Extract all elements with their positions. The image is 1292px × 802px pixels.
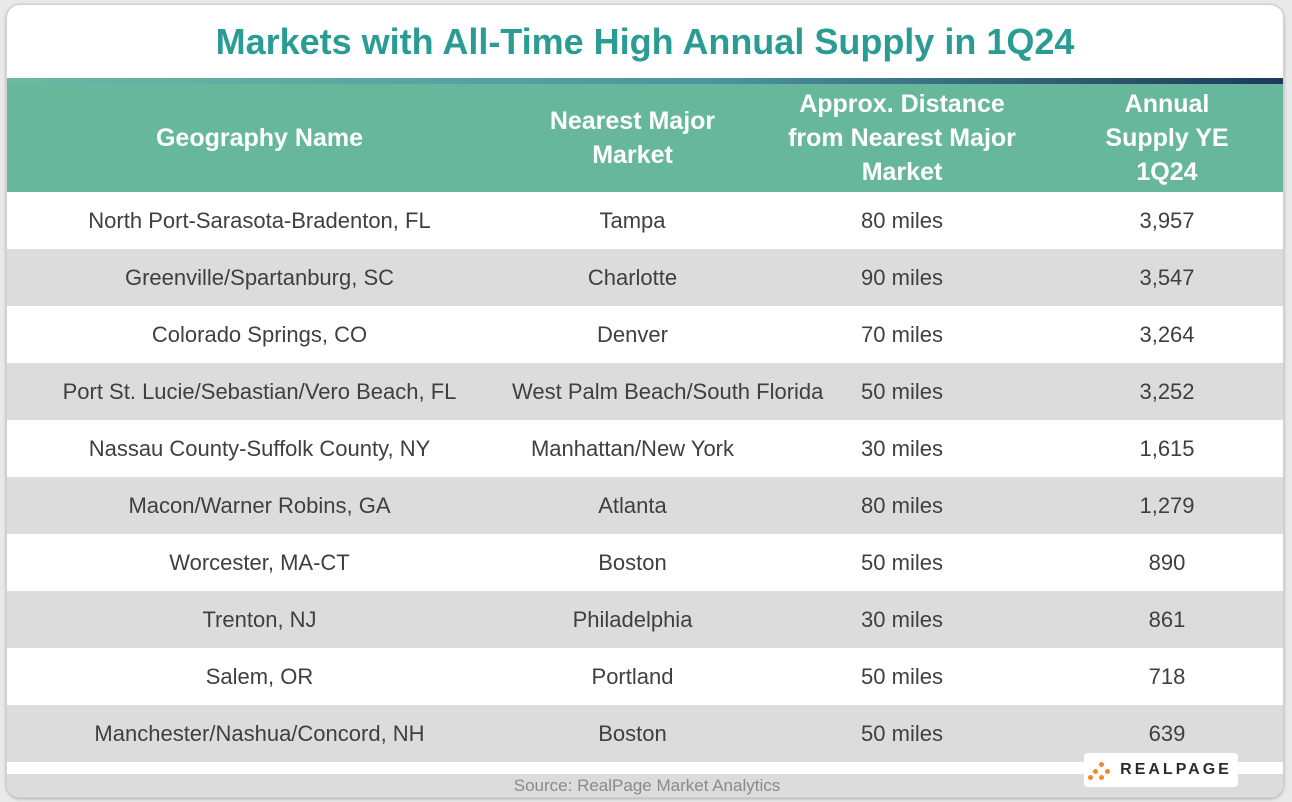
cell-supply: 3,264 [1139, 321, 1195, 347]
cell-geography: Macon/Warner Robins, GA [128, 492, 391, 518]
cell-geography: North Port-Sarasota-Bradenton, FL [88, 207, 431, 233]
cell-geography: Nassau County-Suffolk County, NY [88, 435, 431, 461]
column-header-geography: Geography Name [155, 124, 363, 152]
cell-market: Denver [597, 321, 668, 347]
table-title: Markets with All-Time High Annual Supply… [215, 21, 1075, 62]
cell-distance: 80 miles [861, 207, 943, 233]
cell-supply: 890 [1148, 549, 1186, 575]
cell-market: Tampa [599, 207, 666, 233]
cell-distance: 50 miles [861, 549, 943, 575]
cell-supply: 1,615 [1139, 435, 1195, 461]
cell-market: Charlotte [587, 264, 678, 290]
cell-market: West Palm Beach/South Florida [512, 378, 824, 404]
cell-market: Boston [598, 720, 667, 746]
cell-distance: 70 miles [861, 321, 943, 347]
cell-geography: Trenton, NJ [202, 606, 317, 632]
cell-geography: Worcester, MA-CT [169, 549, 350, 575]
cell-supply: 1,279 [1139, 492, 1195, 518]
table-header: Geography Name Nearest Major Market Appr… [7, 84, 1283, 192]
table-row: Trenton, NJ Philadelphia 30 miles 861 [7, 591, 1283, 648]
table-row: Worcester, MA-CT Boston 50 miles 890 [7, 534, 1283, 591]
table-row: Port St. Lucie/Sebastian/Vero Beach, FL … [7, 363, 1283, 420]
cell-geography: Colorado Springs, CO [151, 321, 368, 347]
cell-supply: 861 [1148, 606, 1186, 632]
cell-distance: 90 miles [861, 264, 943, 290]
column-header-supply: Annual Supply YE 1Q24 [1105, 90, 1229, 186]
logo-text: REALPAGE [1120, 761, 1232, 778]
cell-geography: Manchester/Nashua/Concord, NH [94, 720, 425, 746]
source-note: Source: RealPage Market Analytics [513, 775, 781, 795]
footer-band [7, 774, 1283, 797]
cell-geography: Greenville/Spartanburg, SC [124, 264, 395, 290]
cell-supply: 639 [1148, 720, 1186, 746]
cell-distance: 80 miles [861, 492, 943, 518]
realpage-logo: REALPAGE [1084, 753, 1238, 787]
cell-supply: 3,252 [1139, 378, 1195, 404]
cell-supply: 3,547 [1139, 264, 1195, 290]
column-header-market: Nearest Major Market [549, 107, 716, 169]
cell-market: Manhattan/New York [530, 435, 735, 461]
cell-market: Philadelphia [572, 606, 693, 632]
cell-distance: 50 miles [861, 378, 943, 404]
table-row: Greenville/Spartanburg, SC Charlotte 90 … [7, 249, 1283, 306]
cell-distance: 30 miles [861, 435, 943, 461]
table-row: Salem, OR Portland 50 miles 718 [7, 648, 1283, 705]
cell-distance: 30 miles [861, 606, 943, 632]
cell-supply: 718 [1148, 663, 1186, 689]
cell-market: Atlanta [598, 492, 667, 518]
cell-geography: Salem, OR [205, 663, 314, 689]
cell-market: Boston [598, 549, 667, 575]
title-divider [7, 78, 1283, 84]
column-header-distance: Approx. Distance from Nearest Major Mark… [788, 90, 1016, 186]
cell-supply: 3,957 [1139, 207, 1195, 233]
realpage-dots-icon [1088, 761, 1114, 780]
cell-distance: 50 miles [861, 663, 943, 689]
cell-distance: 50 miles [861, 720, 943, 746]
table-row: North Port-Sarasota-Bradenton, FL Tampa … [7, 192, 1283, 249]
table-row: Macon/Warner Robins, GA Atlanta 80 miles… [7, 477, 1283, 534]
cell-geography: Port St. Lucie/Sebastian/Vero Beach, FL [62, 378, 457, 404]
cell-market: Portland [591, 663, 674, 689]
table-card: Markets with All-Time High Annual Supply… [6, 4, 1284, 798]
table-row: Nassau County-Suffolk County, NY Manhatt… [7, 420, 1283, 477]
table-row: Colorado Springs, CO Denver 70 miles 3,2… [7, 306, 1283, 363]
footer: Source: RealPage Market Analytics [7, 762, 1283, 797]
table-body: North Port-Sarasota-Bradenton, FL Tampa … [7, 192, 1283, 762]
table-row: Manchester/Nashua/Concord, NH Boston 50 … [7, 705, 1283, 762]
